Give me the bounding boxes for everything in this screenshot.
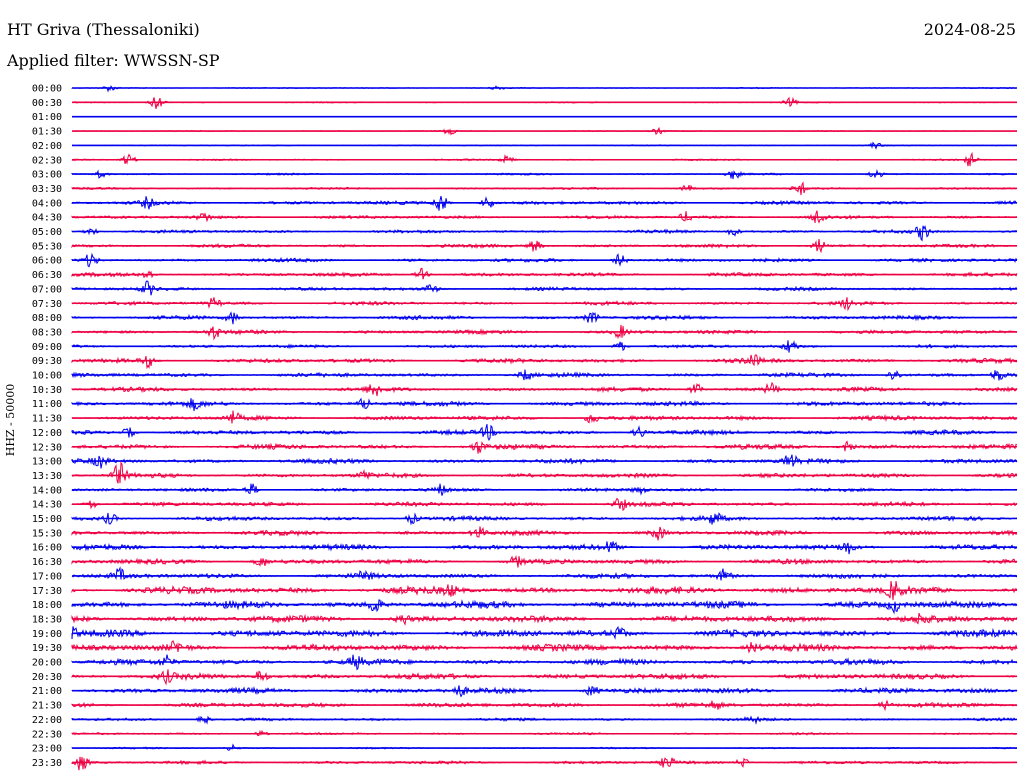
seismic-trace: [71, 280, 1018, 296]
trace-label: 07:30: [32, 299, 62, 310]
trace-label: 06:00: [32, 256, 62, 267]
seismic-trace: [71, 640, 1018, 654]
trace-label: 01:30: [32, 127, 62, 138]
trace-label: 19:00: [32, 629, 62, 640]
trace-label: 02:30: [32, 155, 62, 166]
trace-label: 18:00: [32, 600, 62, 611]
trace-label: 11:30: [32, 414, 62, 425]
seismic-trace: [71, 756, 1018, 771]
trace-label: 05:30: [32, 241, 62, 252]
trace-label: 15:30: [32, 528, 62, 539]
seismic-trace: [71, 311, 1018, 325]
trace-label: 16:30: [32, 557, 62, 568]
trace-label: 02:00: [32, 141, 62, 152]
trace-label: 00:00: [32, 84, 62, 95]
trace-label: 23:30: [32, 758, 62, 769]
filter-label: Applied filter: WWSSN-SP: [7, 51, 220, 70]
trace-label: 03:30: [32, 184, 62, 195]
trace-label: 10:30: [32, 385, 62, 396]
trace-label: 04:30: [32, 213, 62, 224]
trace-label: 22:00: [32, 715, 62, 726]
trace-label: 06:30: [32, 270, 62, 281]
trace-label: 08:30: [32, 327, 62, 338]
trace-label: 14:00: [32, 485, 62, 496]
trace-label: 07:00: [32, 284, 62, 295]
trace-label: 09:30: [32, 356, 62, 367]
trace-label: 15:00: [32, 514, 62, 525]
date-label: 2024-08-25: [923, 20, 1016, 39]
trace-label: 22:30: [32, 729, 62, 740]
trace-label: 17:30: [32, 586, 62, 597]
trace-label: 21:30: [32, 701, 62, 712]
trace-label: 20:30: [32, 672, 62, 683]
trace-label: 10:00: [32, 371, 62, 382]
trace-label: 03:00: [32, 170, 62, 181]
station-title: HT Griva (Thessaloniki): [7, 20, 200, 39]
seismic-trace: [71, 566, 1018, 581]
trace-label: 11:00: [32, 399, 62, 410]
seismic-trace: [71, 461, 1018, 484]
trace-label: 18:30: [32, 614, 62, 625]
trace-label: 20:00: [32, 658, 62, 669]
trace-label: 13:00: [32, 457, 62, 468]
trace-label: 19:30: [32, 643, 62, 654]
trace-label: 12:00: [32, 428, 62, 439]
seismic-trace: [71, 169, 1018, 180]
seismic-trace: [71, 410, 1018, 424]
seismic-trace: [71, 440, 1018, 454]
trace-label: 23:00: [32, 744, 62, 755]
trace-label: 04:00: [32, 198, 62, 209]
trace-label: 21:00: [32, 686, 62, 697]
trace-label: 00:30: [32, 98, 62, 109]
seismic-trace: [71, 599, 1018, 615]
trace-label: 05:00: [32, 227, 62, 238]
seismic-trace: [71, 397, 1018, 412]
trace-label: 09:00: [32, 342, 62, 353]
trace-label: 16:00: [32, 543, 62, 554]
trace-label: 14:30: [32, 500, 62, 511]
seismic-trace: [71, 225, 1018, 242]
trace-label: 01:00: [32, 112, 62, 123]
trace-label: 13:30: [32, 471, 62, 482]
trace-label: 08:00: [32, 313, 62, 324]
trace-label: 12:30: [32, 442, 62, 453]
trace-label: 17:00: [32, 571, 62, 582]
